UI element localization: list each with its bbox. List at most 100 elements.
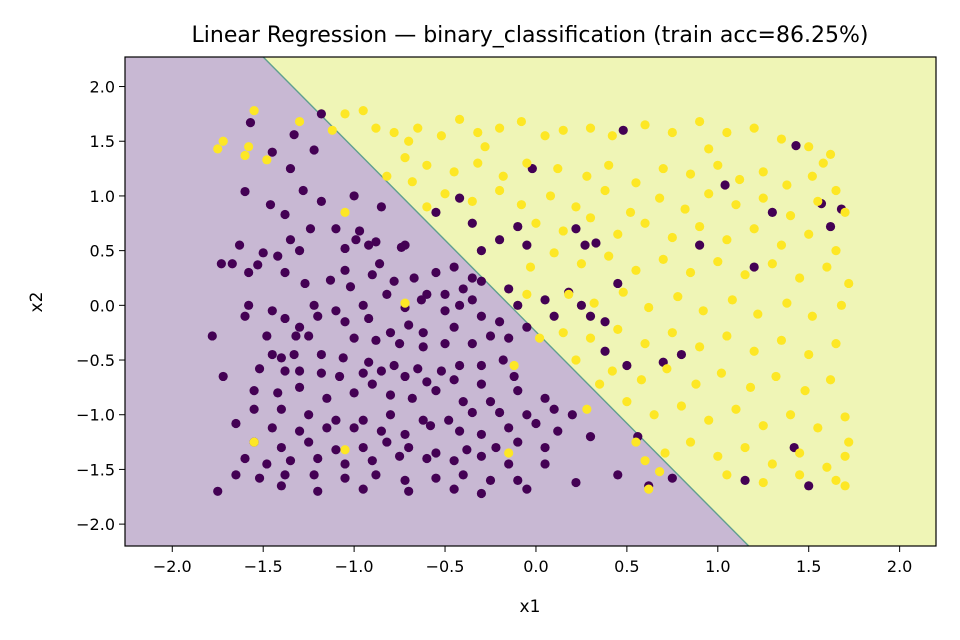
- data-point-class-0: [540, 442, 550, 453]
- data-point-class-0: [349, 191, 359, 201]
- data-point-class-1: [640, 218, 650, 228]
- data-point-class-1: [825, 149, 836, 159]
- data-point-class-0: [304, 410, 314, 420]
- data-point-class-1: [655, 193, 665, 203]
- data-point-class-0: [244, 300, 254, 310]
- data-point-class-1: [640, 120, 650, 130]
- data-point-class-1: [771, 371, 781, 382]
- y-tick-label: 0.0: [90, 296, 115, 315]
- data-point-class-0: [340, 265, 350, 275]
- data-point-class-1: [813, 423, 823, 433]
- data-point-class-1: [813, 196, 823, 207]
- data-point-class-0: [267, 306, 277, 316]
- data-point-class-0: [331, 445, 341, 455]
- x-tick-label: 1.5: [796, 557, 821, 576]
- data-point-class-0: [313, 311, 323, 321]
- data-point-class-1: [564, 289, 574, 299]
- data-point-class-0: [331, 415, 341, 425]
- data-point-class-1: [727, 295, 737, 305]
- data-point-class-1: [613, 229, 623, 239]
- data-point-class-0: [571, 477, 581, 488]
- data-point-class-0: [262, 459, 272, 469]
- x-tick-label: 0.0: [523, 557, 548, 576]
- data-point-class-0: [522, 322, 532, 332]
- data-point-class-0: [267, 423, 277, 433]
- data-point-class-1: [767, 259, 777, 269]
- data-point-class-1: [525, 262, 536, 272]
- data-point-class-0: [231, 470, 241, 480]
- x-axis-ticks: −2.0 −1.5 −1.0 −0.5 0.0 0.5 1.0 1.5 2.0: [153, 546, 912, 576]
- data-point-class-1: [685, 437, 696, 447]
- data-point-class-0: [371, 335, 381, 345]
- data-point-class-0: [313, 453, 323, 464]
- data-point-class-0: [449, 262, 459, 272]
- data-point-class-0: [334, 371, 345, 382]
- data-point-class-0: [376, 202, 386, 212]
- data-point-class-1: [807, 311, 817, 321]
- data-point-class-0: [553, 426, 563, 436]
- data-point-class-1: [636, 375, 647, 385]
- data-point-class-1: [782, 180, 792, 190]
- data-point-class-1: [340, 207, 350, 217]
- data-point-class-0: [467, 273, 477, 283]
- data-point-class-0: [358, 300, 368, 310]
- data-point-class-0: [462, 445, 472, 455]
- data-point-class-0: [349, 333, 359, 343]
- data-point-class-1: [735, 174, 745, 185]
- data-point-class-1: [382, 171, 392, 181]
- data-point-class-0: [371, 470, 381, 480]
- data-point-class-0: [613, 470, 623, 480]
- data-point-class-0: [407, 393, 417, 403]
- data-point-class-0: [280, 313, 290, 324]
- data-point-class-0: [491, 442, 501, 453]
- data-point-class-0: [309, 470, 319, 480]
- data-point-class-0: [371, 237, 381, 247]
- data-point-class-1: [676, 401, 687, 411]
- data-point-class-0: [422, 377, 432, 387]
- data-point-class-1: [358, 106, 368, 116]
- data-point-class-0: [358, 368, 368, 378]
- data-point-class-1: [644, 484, 654, 494]
- data-point-class-1: [600, 185, 610, 196]
- data-point-class-1: [589, 298, 599, 308]
- data-point-class-0: [540, 295, 550, 305]
- data-point-class-1: [558, 328, 568, 338]
- data-point-class-0: [265, 200, 276, 210]
- data-point-class-0: [804, 481, 814, 491]
- data-point-class-0: [396, 242, 406, 252]
- data-point-class-0: [280, 470, 290, 480]
- data-point-class-1: [749, 346, 759, 356]
- data-point-class-0: [400, 475, 410, 485]
- data-point-class-0: [504, 459, 514, 469]
- data-point-class-0: [276, 404, 286, 414]
- data-point-class-0: [240, 186, 250, 197]
- data-point-class-0: [425, 421, 436, 431]
- data-point-class-1: [618, 287, 628, 297]
- data-point-class-1: [758, 421, 768, 431]
- data-point-class-0: [316, 109, 326, 119]
- data-point-class-1: [767, 459, 777, 469]
- data-point-class-1: [807, 171, 817, 181]
- data-point-class-1: [494, 123, 505, 133]
- data-point-class-1: [571, 202, 581, 212]
- data-point-class-0: [367, 379, 377, 389]
- data-point-class-0: [413, 364, 423, 374]
- data-point-class-0: [240, 311, 250, 321]
- data-point-class-0: [216, 259, 226, 269]
- data-point-class-0: [825, 221, 836, 232]
- data-point-class-1: [795, 273, 805, 283]
- data-point-class-1: [631, 437, 641, 447]
- data-point-class-0: [358, 484, 368, 494]
- data-point-class-0: [374, 259, 385, 269]
- data-point-class-1: [422, 160, 432, 170]
- data-point-class-0: [454, 360, 465, 371]
- data-point-class-1: [480, 142, 490, 152]
- data-point-class-0: [294, 366, 305, 376]
- data-point-class-1: [400, 153, 410, 163]
- data-point-class-1: [758, 193, 768, 203]
- data-point-class-1: [294, 116, 305, 127]
- data-point-class-0: [294, 246, 305, 256]
- data-point-class-0: [231, 418, 241, 429]
- y-tick-label: 0.5: [90, 242, 115, 261]
- data-point-class-0: [585, 432, 596, 442]
